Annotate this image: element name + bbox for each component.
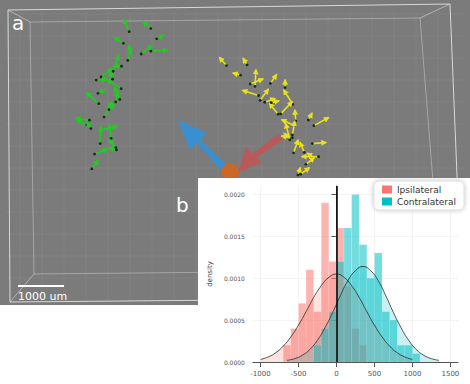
svg-text:Ipsilateral: Ipsilateral [397,185,441,195]
svg-text:-500: -500 [291,370,307,378]
svg-text:0.0020: 0.0020 [224,191,245,198]
svg-text:0.0005: 0.0005 [224,317,245,324]
svg-text:0.0010: 0.0010 [224,275,245,282]
svg-text:density: density [206,261,214,287]
svg-text:500: 500 [368,370,381,378]
svg-text:1500: 1500 [441,370,459,378]
svg-text:b: b [176,193,189,217]
svg-text:0: 0 [334,370,338,378]
svg-text:a: a [12,11,24,35]
svg-text:Contralateral: Contralateral [397,197,456,207]
svg-text:1000: 1000 [404,370,422,378]
svg-text:1000 um: 1000 um [18,290,67,303]
svg-text:0.0015: 0.0015 [224,233,245,240]
svg-text:-1000: -1000 [250,370,270,378]
svg-text:0.0000: 0.0000 [224,359,245,366]
